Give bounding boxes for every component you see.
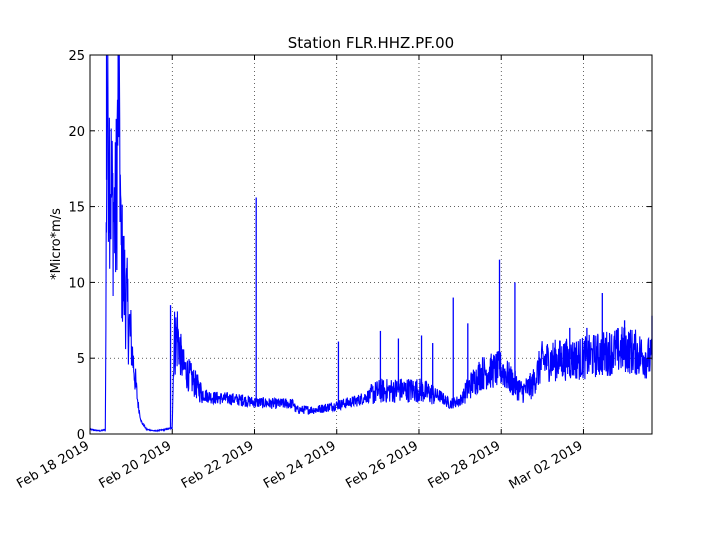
chart-title: Station FLR.HHZ.PF.00 bbox=[288, 34, 454, 52]
plot-frame bbox=[89, 54, 653, 435]
y-tick-label: 25 bbox=[68, 49, 85, 64]
y-tick-label: 15 bbox=[68, 201, 85, 216]
y-tick-label: 10 bbox=[68, 276, 85, 291]
y-tick-label: 0 bbox=[77, 428, 85, 443]
y-tick-label: 20 bbox=[68, 125, 85, 140]
y-axis-label: *Micro*m/s bbox=[49, 208, 64, 280]
series-line bbox=[89, 54, 653, 433]
y-tick-label: 5 bbox=[77, 352, 85, 367]
data-layer bbox=[89, 54, 653, 433]
